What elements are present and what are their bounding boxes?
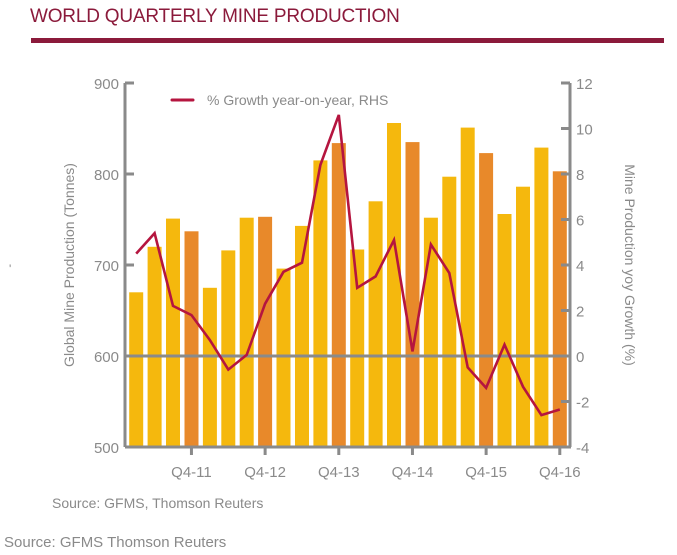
labels-group: 500 600 700 800 900 -4 -2 0 2 4 6 8 10 12 Q4-11 Q4-12 Q4…	[94, 76, 593, 481]
line-layer	[135, 114, 561, 417]
bar-q2-11	[147, 246, 162, 447]
bar-q4-15	[479, 153, 494, 447]
legend-label-growth: % Growth year-on-year, RHS	[207, 92, 388, 108]
legend: % Growth year-on-year, RHS	[170, 92, 388, 108]
bar-q2-15	[442, 176, 457, 447]
chart-source: Source: GFMS, Thomson Reuters	[52, 495, 264, 511]
axes-group	[123, 81, 572, 455]
y2-tick-label: 4	[576, 258, 584, 275]
y2-tick-label: 8	[576, 167, 584, 184]
y2-tick-label: 12	[576, 76, 593, 93]
bar-q3-15	[460, 127, 475, 447]
bar-q2-16	[516, 186, 530, 447]
bar-q1-14	[350, 249, 365, 447]
bar-q1-15	[423, 217, 438, 447]
y2-tick-label: 6	[576, 213, 584, 230]
y-tick-label: 800	[94, 167, 119, 184]
x-tick-label: Q4-13	[318, 464, 360, 481]
bar-q3-12	[239, 217, 254, 447]
x-tick-label: Q4-12	[244, 464, 286, 481]
bar-q4-11	[184, 231, 199, 447]
bar-q1-12	[202, 287, 217, 448]
bar-q4-13	[331, 143, 346, 447]
x-tick-label: Q4-14	[392, 464, 434, 481]
x-tick-label: Q4-11	[171, 464, 212, 481]
title-rule	[31, 38, 664, 43]
y2-tick-label: 10	[576, 122, 593, 139]
y2-tick-label: -4	[576, 440, 589, 457]
bar-q3-13	[313, 160, 328, 447]
y-tick-label: 500	[94, 440, 119, 457]
bar-q3-11	[166, 218, 180, 447]
y2-tick-label: 2	[576, 304, 584, 321]
bar-q1-11	[129, 292, 144, 447]
bar-q3-14	[387, 123, 401, 447]
bar-q1-16	[497, 214, 512, 447]
bar-q4-12	[258, 216, 273, 447]
y-tick-label: 900	[94, 76, 119, 93]
bar-q2-14	[368, 201, 383, 447]
y2-tick-label: -2	[576, 395, 589, 412]
bars-group	[129, 123, 567, 448]
y2-axis-title: Mine Production yoy Growth (%)	[622, 164, 638, 366]
stray-mark: '	[9, 262, 12, 276]
y2-tick-label: 0	[576, 349, 584, 366]
x-tick-label: Q4-16	[539, 464, 581, 481]
bar-q4-16	[552, 171, 567, 448]
bar-q3-16	[534, 147, 549, 447]
page-source-caption: Source: GFMS Thomson Reuters	[4, 534, 227, 551]
bar-q1-13	[276, 268, 291, 447]
x-tick-label: Q4-15	[465, 464, 507, 481]
bar-q4-14	[405, 142, 420, 447]
y-tick-label: 600	[94, 349, 119, 366]
bar-q2-12	[221, 250, 236, 447]
y-axis-title: Global Mine Production (Tonnes)	[61, 163, 77, 367]
growth-line	[135, 114, 561, 417]
chart-title: WORLD QUARTERLY MINE PRODUCTION	[30, 6, 400, 27]
bar-q2-13	[295, 225, 309, 447]
y-tick-label: 700	[94, 258, 119, 275]
